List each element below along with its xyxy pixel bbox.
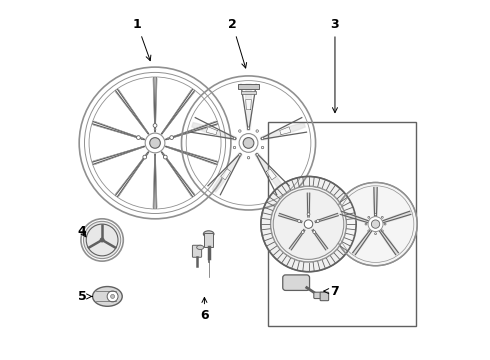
Circle shape (368, 216, 369, 218)
Circle shape (143, 155, 147, 159)
FancyBboxPatch shape (241, 91, 256, 94)
Ellipse shape (203, 231, 214, 237)
Circle shape (154, 129, 156, 130)
FancyBboxPatch shape (283, 275, 310, 291)
Circle shape (100, 238, 104, 242)
Circle shape (111, 294, 115, 298)
Circle shape (301, 231, 304, 234)
Circle shape (375, 233, 376, 235)
Polygon shape (267, 169, 276, 180)
Polygon shape (315, 213, 339, 222)
Polygon shape (245, 99, 251, 109)
Circle shape (270, 186, 346, 262)
FancyBboxPatch shape (238, 84, 259, 89)
Circle shape (163, 155, 167, 159)
Circle shape (368, 230, 369, 232)
Polygon shape (261, 122, 305, 140)
Circle shape (239, 154, 241, 156)
Circle shape (141, 138, 143, 140)
Circle shape (146, 153, 148, 155)
Polygon shape (353, 230, 372, 255)
Circle shape (233, 137, 236, 140)
Text: 3: 3 (331, 18, 339, 113)
Circle shape (381, 230, 383, 232)
Text: 7: 7 (324, 285, 340, 298)
Polygon shape (373, 188, 377, 217)
Circle shape (150, 138, 160, 148)
Polygon shape (245, 84, 251, 130)
Polygon shape (220, 169, 231, 180)
Polygon shape (206, 127, 218, 135)
Circle shape (261, 137, 264, 140)
Circle shape (170, 136, 173, 139)
Circle shape (317, 220, 319, 222)
Polygon shape (279, 213, 302, 222)
Circle shape (384, 223, 386, 225)
Circle shape (381, 216, 383, 218)
Circle shape (261, 146, 264, 149)
Circle shape (334, 183, 417, 266)
Polygon shape (312, 229, 328, 250)
Polygon shape (280, 127, 291, 135)
Polygon shape (289, 229, 305, 250)
Text: 5: 5 (77, 290, 92, 303)
Polygon shape (255, 153, 285, 192)
Circle shape (307, 213, 310, 216)
Circle shape (167, 138, 169, 140)
Circle shape (233, 146, 236, 149)
Polygon shape (212, 153, 242, 192)
Text: 6: 6 (200, 297, 209, 322)
FancyBboxPatch shape (320, 292, 329, 301)
Polygon shape (307, 193, 310, 217)
Text: 4: 4 (77, 225, 86, 238)
FancyBboxPatch shape (204, 233, 213, 247)
Circle shape (256, 130, 258, 132)
Circle shape (153, 123, 157, 127)
Circle shape (256, 154, 258, 156)
Circle shape (239, 130, 241, 132)
Ellipse shape (93, 287, 122, 306)
Text: 1: 1 (133, 18, 151, 60)
Ellipse shape (196, 245, 204, 249)
Circle shape (368, 217, 383, 231)
Circle shape (243, 138, 254, 148)
Circle shape (239, 134, 258, 152)
Circle shape (162, 153, 164, 155)
Polygon shape (192, 122, 236, 140)
Circle shape (247, 157, 250, 159)
Circle shape (145, 133, 165, 153)
Polygon shape (340, 211, 369, 223)
Circle shape (313, 231, 316, 234)
FancyBboxPatch shape (193, 245, 201, 257)
Circle shape (261, 176, 356, 272)
Polygon shape (382, 211, 411, 223)
Circle shape (371, 220, 380, 228)
Circle shape (247, 127, 250, 129)
Circle shape (83, 221, 121, 258)
Circle shape (365, 223, 367, 225)
Circle shape (375, 213, 376, 215)
Circle shape (107, 291, 118, 302)
Bar (268, 122, 416, 327)
Circle shape (273, 189, 344, 259)
Polygon shape (379, 230, 398, 255)
FancyBboxPatch shape (314, 292, 324, 298)
Text: 2: 2 (228, 18, 246, 68)
Circle shape (137, 136, 140, 139)
Circle shape (298, 220, 300, 222)
Circle shape (304, 220, 313, 228)
